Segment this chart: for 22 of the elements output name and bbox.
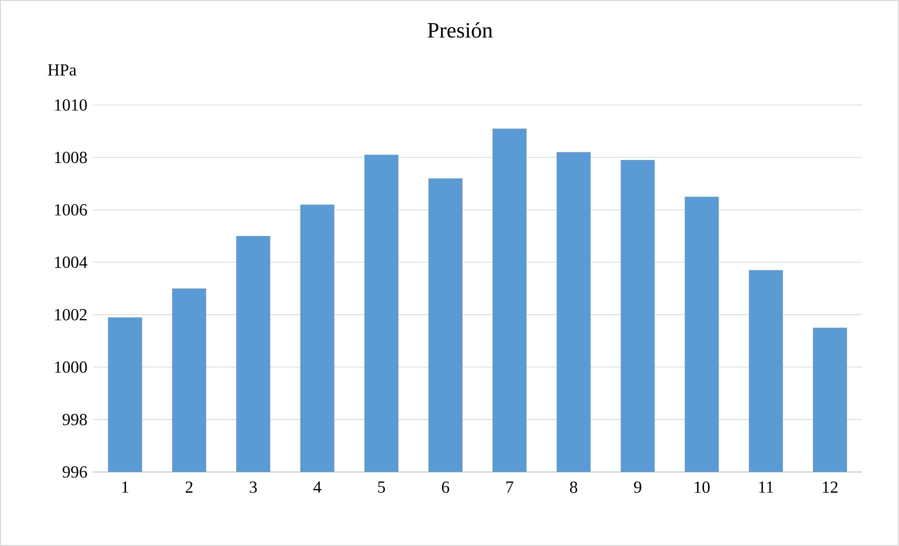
x-tick-label: 9 <box>634 482 642 493</box>
x-tick-label: 7 <box>506 482 514 493</box>
x-tick-label: 3 <box>250 482 257 493</box>
chart-title: Presión <box>428 22 493 38</box>
x-tick-label: 11 <box>759 482 774 493</box>
x-tick-label: 6 <box>442 482 450 493</box>
x-tick-label: 1 <box>122 482 128 493</box>
y-axis-title: HPa <box>48 64 76 76</box>
y-tick-label: 1008 <box>55 152 87 164</box>
y-tick-label: 1004 <box>55 256 88 268</box>
y-tick-label: 1002 <box>55 308 87 320</box>
x-tick-label: 12 <box>822 482 838 493</box>
y-tick-label: 1010 <box>55 99 87 111</box>
x-tick-label: 4 <box>313 482 322 493</box>
y-tick-label: 1000 <box>55 361 87 373</box>
x-tick-label: 8 <box>570 482 578 493</box>
y-tick-label: 996 <box>62 466 87 478</box>
y-tick-label: 998 <box>62 414 87 426</box>
x-tick-label: 2 <box>186 482 192 493</box>
x-tick-label: 10 <box>694 482 710 493</box>
y-tick-label: 1006 <box>55 204 87 216</box>
x-tick-label: 5 <box>378 482 385 493</box>
